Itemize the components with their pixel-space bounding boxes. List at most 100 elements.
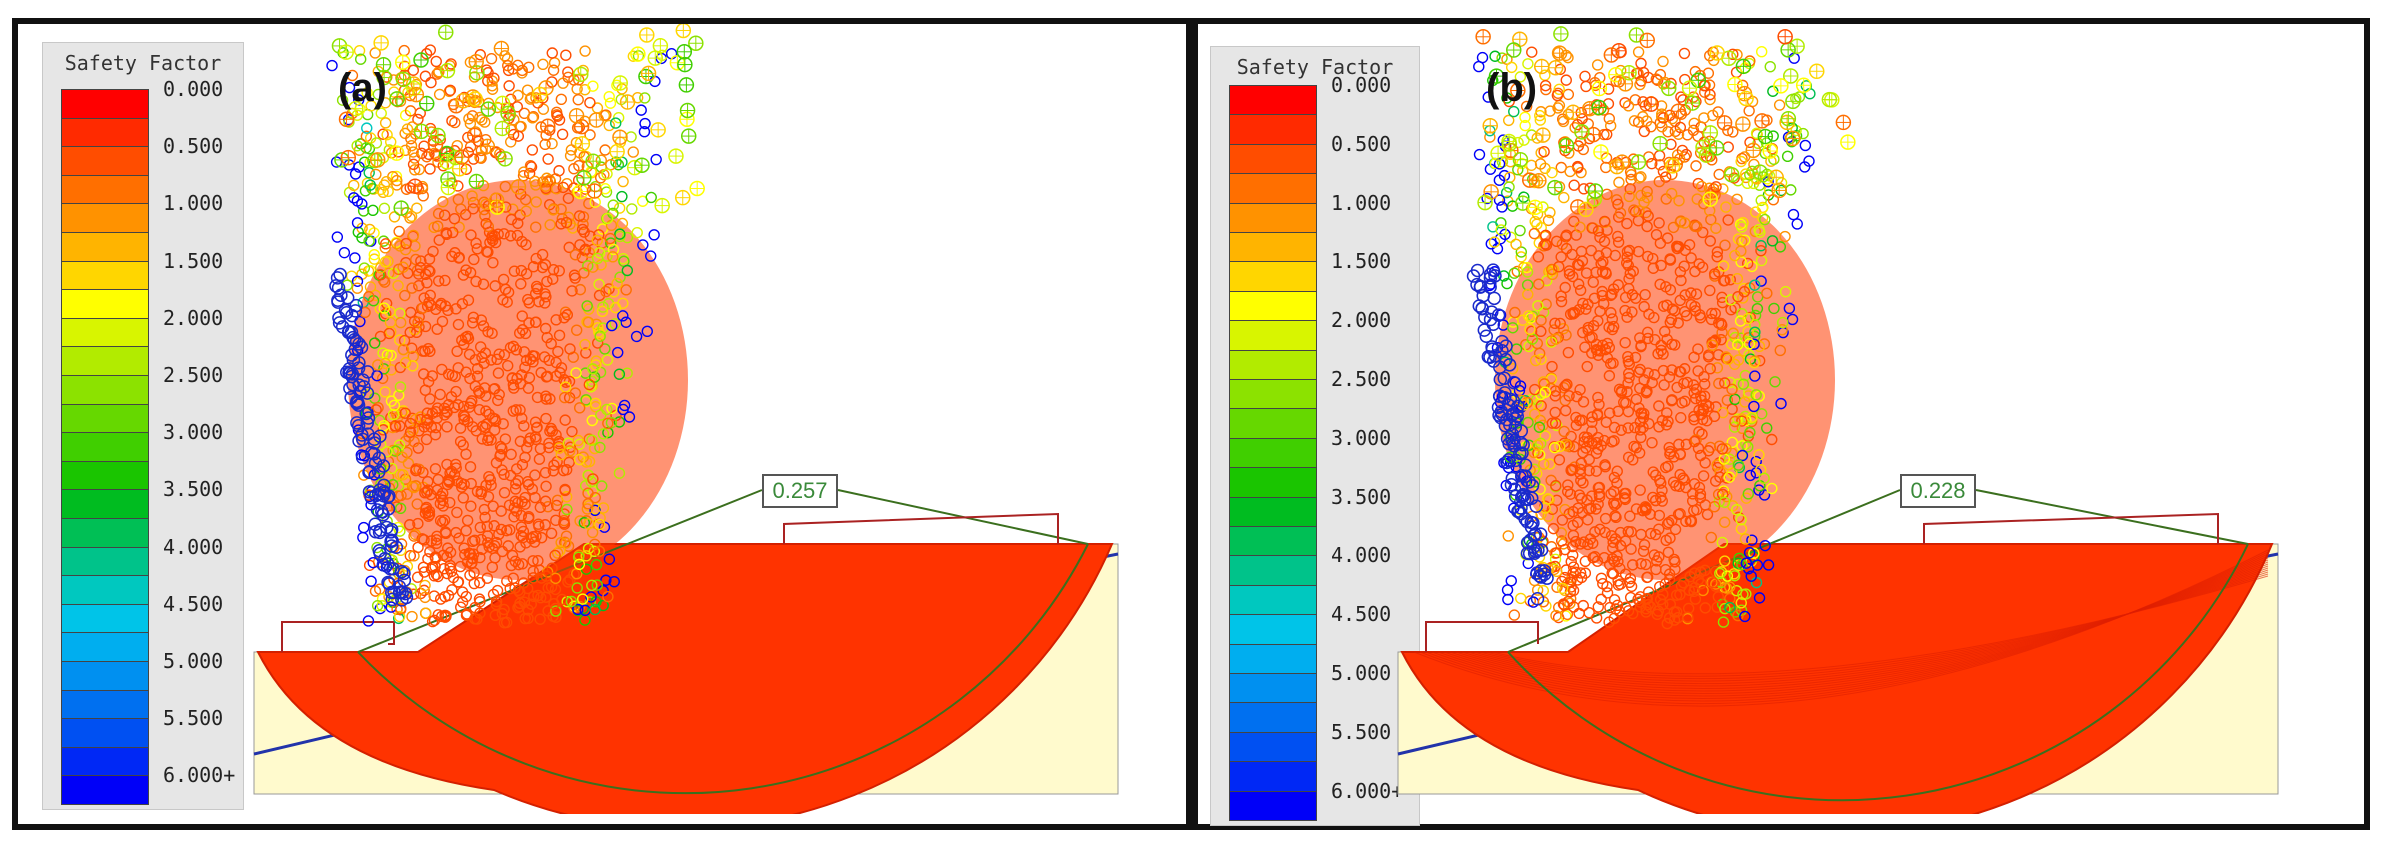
grid-marker [1568,461,1581,473]
grid-marker [1633,205,1645,217]
grid-marker [551,547,564,559]
grid-marker [1574,136,1587,148]
grid-marker [1546,503,1559,515]
grid-marker [555,218,567,230]
grid-marker [620,284,632,296]
grid-marker [545,527,558,540]
grid-marker [417,368,430,380]
grid-marker [1719,555,1731,567]
grid-marker [1506,394,1521,408]
grid-marker [1523,439,1535,451]
grid-marker [393,263,405,276]
grid-marker [439,62,456,79]
grid-marker [1532,278,1545,290]
grid-marker [546,76,558,88]
grid-marker [1656,108,1668,120]
grid-marker [540,570,552,582]
grid-marker [1495,224,1507,236]
grid-marker [507,340,520,353]
grid-marker [1725,294,1737,306]
grid-marker [330,271,345,285]
grid-marker [601,212,614,225]
grid-marker [1570,419,1583,431]
grid-marker [1550,609,1562,622]
grid-marker [1488,68,1505,84]
grid-marker [549,549,561,562]
slip-centre-grid [326,24,705,629]
grid-marker [353,94,365,106]
grid-marker [1521,266,1534,278]
grid-marker [1555,290,1567,302]
grid-marker [1606,567,1618,579]
grid-marker [1704,235,1716,247]
legend-swatch [1229,173,1317,204]
grid-marker [436,315,449,328]
grid-marker [489,415,502,427]
grid-marker [471,362,484,375]
grid-marker [1668,614,1681,626]
grid-marker [519,193,532,206]
grid-marker [1692,130,1704,142]
grid-marker [648,229,660,241]
grid-marker [1728,570,1741,582]
grid-marker [421,277,433,289]
grid-marker [1674,588,1686,601]
grid-marker [367,432,382,447]
grid-marker [1652,135,1668,152]
grid-marker [430,534,443,546]
grid-marker [488,230,501,242]
grid-marker [612,346,624,359]
grid-marker [351,217,364,229]
grid-marker [1622,355,1635,367]
grid-marker [604,97,617,109]
grid-marker [404,212,416,224]
grid-marker [1688,410,1700,423]
grid-marker [1623,244,1636,257]
grid-marker [383,591,395,603]
grid-marker [560,491,573,503]
grid-marker [1695,139,1711,156]
grid-marker [508,511,520,523]
grid-marker [1711,601,1723,613]
grid-marker [1759,213,1771,226]
grid-marker [1601,337,1614,350]
grid-marker [523,317,535,329]
grid-marker [1565,104,1581,121]
grid-marker [375,56,392,73]
grid-marker [1716,536,1729,549]
grid-marker [1657,55,1669,68]
grid-marker [1629,421,1641,434]
grid-marker [1835,114,1852,131]
grid-marker [1632,67,1644,79]
grid-marker [509,555,522,568]
grid-marker [467,203,479,215]
grid-marker [487,256,499,269]
grid-marker [439,274,451,287]
grid-marker [421,151,433,163]
grid-marker [511,101,523,113]
grid-marker [1590,344,1603,356]
grid-marker [405,140,418,152]
grid-marker [1614,578,1627,590]
critical-slip-circle [1507,543,2249,802]
grid-marker [549,583,562,596]
grid-marker [1632,46,1645,58]
grid-marker [613,467,626,479]
grid-marker [1590,338,1603,351]
grid-marker [1558,136,1570,149]
grid-marker [1551,494,1563,506]
grid-marker [1780,110,1797,127]
grid-marker [464,461,477,473]
grid-marker [1697,584,1709,597]
grid-marker [573,402,586,414]
grid-marker [493,528,505,541]
grid-marker [345,348,359,362]
grid-marker [357,531,369,544]
grid-marker [514,404,526,416]
grid-marker [350,416,364,430]
grid-marker [1731,48,1743,61]
grid-marker [486,83,499,95]
grid-marker [1779,230,1791,243]
grid-marker [1702,191,1718,207]
grid-marker [479,421,491,434]
